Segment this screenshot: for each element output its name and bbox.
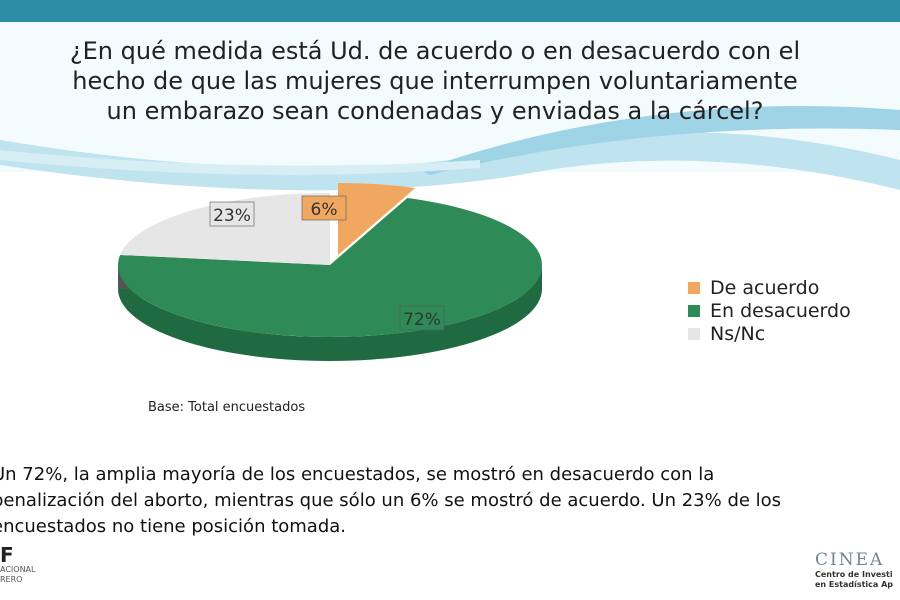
logo-text: Centro de Investi (815, 570, 893, 579)
logo-text: ACIONAL (0, 565, 36, 574)
logo-cinea: CINEA Centro de Investi en Estadística Ap (815, 550, 893, 590)
summary-line: encuestados no tiene posición tomada. (0, 516, 347, 537)
title-line: un embarazo sean condenadas y enviadas a… (106, 97, 764, 125)
summary-text: Un 72%, la amplia mayoría de los encuest… (0, 462, 781, 540)
data-label: 23% (213, 206, 251, 226)
pie-slice-en-desacuerdo (117, 197, 542, 337)
pie-slice-de-acuerdo (338, 183, 416, 255)
title-line: hecho de que las mujeres que interrumpen… (72, 67, 798, 95)
summary-line: Un 72%, la amplia mayoría de los encuest… (0, 464, 715, 485)
logo-name: CINEA (815, 550, 885, 570)
pie-slice-ns-nc (120, 193, 330, 265)
base-note: Base: Total encuestados (148, 400, 306, 415)
title-line: ¿En qué medida está Ud. de acuerdo o en … (69, 37, 801, 65)
legend-swatch (688, 282, 700, 294)
data-label: 6% (311, 200, 338, 220)
data-label-box (209, 201, 255, 227)
legend-label: Ns/Nc (710, 323, 766, 345)
logo-text: en Estadística Ap (815, 580, 893, 589)
data-label-box (301, 195, 347, 221)
legend-label: En desacuerdo (710, 300, 851, 322)
chart-title: ¿En qué medida está Ud. de acuerdo o en … (0, 36, 900, 126)
legend-item-de-acuerdo: De acuerdo (688, 277, 819, 299)
data-label: 72% (403, 310, 441, 330)
header-background (0, 0, 900, 191)
logo-text: RERO (0, 575, 23, 584)
logo-left: F ACIONAL RERO (0, 545, 36, 585)
legend-label: De acuerdo (710, 277, 820, 299)
legend-swatch (688, 328, 700, 340)
legend-swatch (688, 305, 700, 317)
legend-item-en-desacuerdo: En desacuerdo (688, 300, 851, 322)
pie-side-1 (118, 265, 542, 361)
pie-chart: 6% 72% 23% (117, 183, 542, 361)
summary-line: penalización del aborto, mientras que só… (0, 490, 782, 511)
logo-mark: F (0, 543, 14, 567)
data-label-box (399, 305, 445, 331)
legend-item-ns-nc: Ns/Nc (688, 323, 765, 345)
